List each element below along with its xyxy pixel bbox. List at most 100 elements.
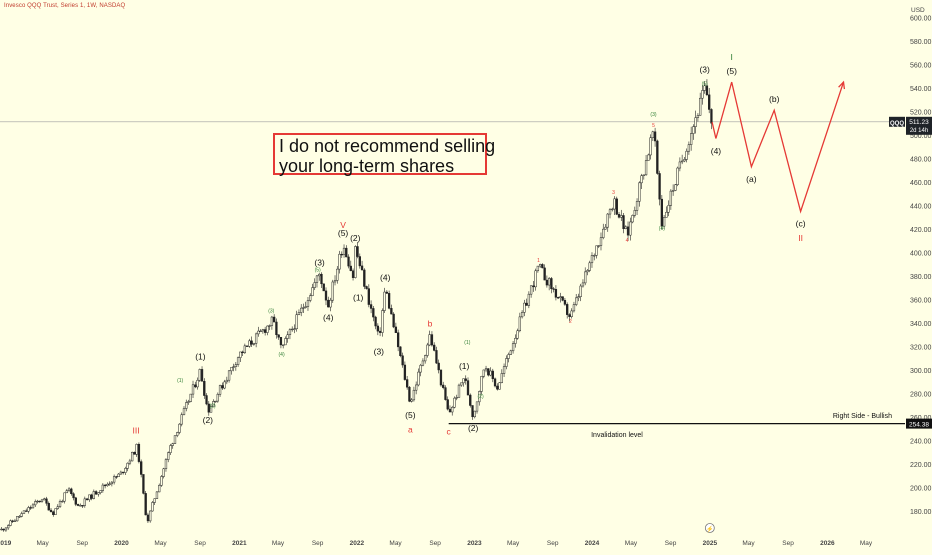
invalidation-label: Invalidation level: [591, 432, 643, 439]
right-side-label: Right Side - Bullish: [833, 413, 892, 420]
candle-up: [534, 270, 537, 288]
minor-wave-label: 5: [652, 123, 655, 129]
candle-up: [498, 382, 501, 390]
candle-up: [642, 174, 645, 176]
candle-up: [261, 329, 265, 332]
candle-down: [356, 246, 359, 257]
candle-up: [56, 506, 59, 509]
candle-up: [232, 366, 235, 368]
candle-up: [99, 490, 102, 493]
minor-wave-label: (4): [659, 226, 665, 232]
candle-up: [480, 376, 483, 392]
candle-up: [309, 295, 312, 301]
candle-up: [227, 370, 231, 381]
candle-up: [516, 330, 519, 339]
y-tick-label: 540.00: [910, 86, 932, 93]
candle-up: [593, 255, 596, 257]
x-tick-label: Sep: [547, 540, 559, 547]
candle-down: [273, 316, 276, 323]
candle-up: [475, 401, 479, 412]
candle-up: [257, 330, 260, 335]
candle-up: [586, 270, 589, 273]
candle-up: [284, 338, 287, 346]
candle-down: [45, 498, 48, 504]
wave-label: (3): [374, 347, 385, 357]
wave-label: (5): [338, 228, 349, 238]
x-tick-label: May: [154, 540, 167, 547]
x-tick-label: Sep: [665, 540, 677, 547]
candle-up: [234, 364, 237, 367]
wave-label: (1): [459, 361, 470, 371]
wave-label: (2): [203, 415, 214, 425]
candle-up: [415, 384, 418, 391]
candle-up: [270, 316, 274, 326]
candle-down: [372, 308, 375, 318]
ghost-icon-circle: [704, 523, 715, 533]
candle-down: [653, 131, 657, 142]
candle-up: [243, 345, 247, 353]
candle-down: [617, 214, 621, 218]
candle-up: [699, 97, 702, 116]
candle-up: [611, 208, 614, 211]
candle-down: [566, 304, 569, 315]
candle-up: [572, 304, 576, 312]
candle-up: [536, 265, 540, 272]
x-tick-label: 2026: [820, 540, 835, 547]
y-tick-label: 260.00: [910, 415, 932, 422]
candle-up: [153, 498, 156, 503]
candle-down: [137, 443, 141, 462]
candle-down: [708, 94, 711, 110]
candle-up: [667, 205, 670, 213]
candle-up: [505, 358, 508, 367]
candle-up: [155, 491, 159, 499]
candle-down: [250, 340, 253, 345]
minor-wave-label: (2): [210, 404, 216, 410]
candle-up: [674, 184, 677, 191]
callout-line-2: your long-term shares: [279, 156, 455, 176]
wave-label: (3): [314, 257, 325, 267]
y-tick-label: 520.00: [910, 110, 932, 117]
candle-down: [658, 173, 661, 200]
x-tick-label: Sep: [76, 540, 88, 547]
candle-up: [67, 488, 71, 491]
candle-up: [680, 160, 684, 163]
candle-up: [651, 131, 654, 138]
candle-up: [638, 182, 641, 202]
candle-up: [570, 310, 573, 317]
x-tick-label: 2020: [114, 540, 129, 547]
wave-label: (4): [323, 313, 334, 323]
candle-up: [313, 282, 316, 288]
candle-down: [345, 247, 348, 258]
minor-wave-label: (1): [464, 340, 470, 346]
x-tick-label: May: [625, 540, 638, 547]
candle-down: [552, 288, 555, 290]
candle-up: [460, 382, 463, 386]
minor-wave-label: (5): [702, 82, 708, 88]
y-tick-label: 440.00: [910, 204, 932, 211]
candle-up: [20, 513, 23, 517]
candle-up: [18, 516, 21, 518]
candle-up: [160, 476, 163, 486]
candle-down: [11, 520, 14, 522]
candle-up: [676, 167, 679, 185]
y-tick-label: 340.00: [910, 321, 932, 328]
candle-down: [2, 528, 5, 531]
candle-down: [374, 316, 377, 327]
candle-up: [694, 117, 697, 127]
candle-up: [187, 401, 190, 403]
candle-down: [656, 140, 659, 174]
candle-up: [43, 498, 46, 501]
minor-wave-label: 1: [537, 258, 540, 264]
candle-up: [333, 280, 337, 283]
candle-down: [103, 484, 107, 487]
candle-down: [277, 334, 280, 338]
candle-down: [469, 394, 472, 406]
wave-label: (4): [711, 146, 722, 156]
candle-up: [671, 190, 675, 192]
candle-up: [306, 300, 310, 307]
candle-down: [94, 491, 98, 495]
candle-up: [500, 373, 503, 383]
candle-up: [297, 312, 301, 315]
